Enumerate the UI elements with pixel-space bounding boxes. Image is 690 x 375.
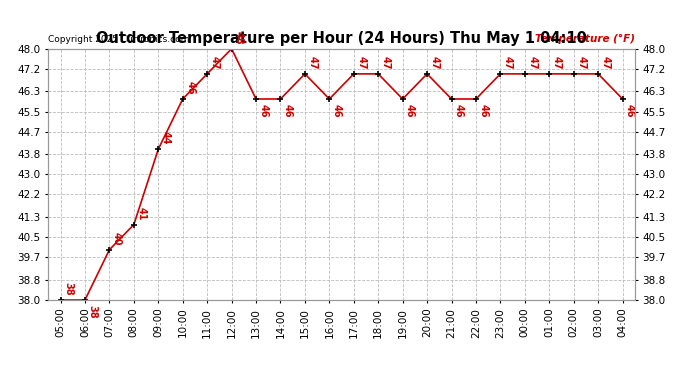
Text: 46: 46 <box>259 104 268 117</box>
Text: Copyright 2025 Curtronics.com: Copyright 2025 Curtronics.com <box>48 35 190 44</box>
Text: 44: 44 <box>161 131 170 145</box>
Text: 40: 40 <box>112 232 122 245</box>
Text: 46: 46 <box>625 104 635 117</box>
Text: 46: 46 <box>283 104 293 117</box>
Text: 47: 47 <box>576 56 586 69</box>
Text: 46: 46 <box>478 104 489 117</box>
Text: 46: 46 <box>332 104 342 117</box>
Text: 38: 38 <box>63 282 73 296</box>
Text: 47: 47 <box>552 56 562 69</box>
Text: 46: 46 <box>405 104 415 117</box>
Text: 47: 47 <box>503 56 513 69</box>
Text: 47: 47 <box>356 56 366 69</box>
Text: 41: 41 <box>137 207 146 220</box>
Text: 38: 38 <box>88 304 97 318</box>
Text: 48: 48 <box>234 31 244 44</box>
Text: 46: 46 <box>454 104 464 117</box>
Text: Temperature (°F): Temperature (°F) <box>535 34 635 44</box>
Text: 47: 47 <box>527 56 538 69</box>
Text: 47: 47 <box>307 56 317 69</box>
Text: 47: 47 <box>381 56 391 69</box>
Text: 47: 47 <box>600 56 611 69</box>
Text: 46: 46 <box>185 81 195 94</box>
Text: 47: 47 <box>429 56 440 69</box>
Title: Outdoor Temperature per Hour (24 Hours) Thu May 1 04:10: Outdoor Temperature per Hour (24 Hours) … <box>96 31 587 46</box>
Text: 47: 47 <box>210 56 219 69</box>
